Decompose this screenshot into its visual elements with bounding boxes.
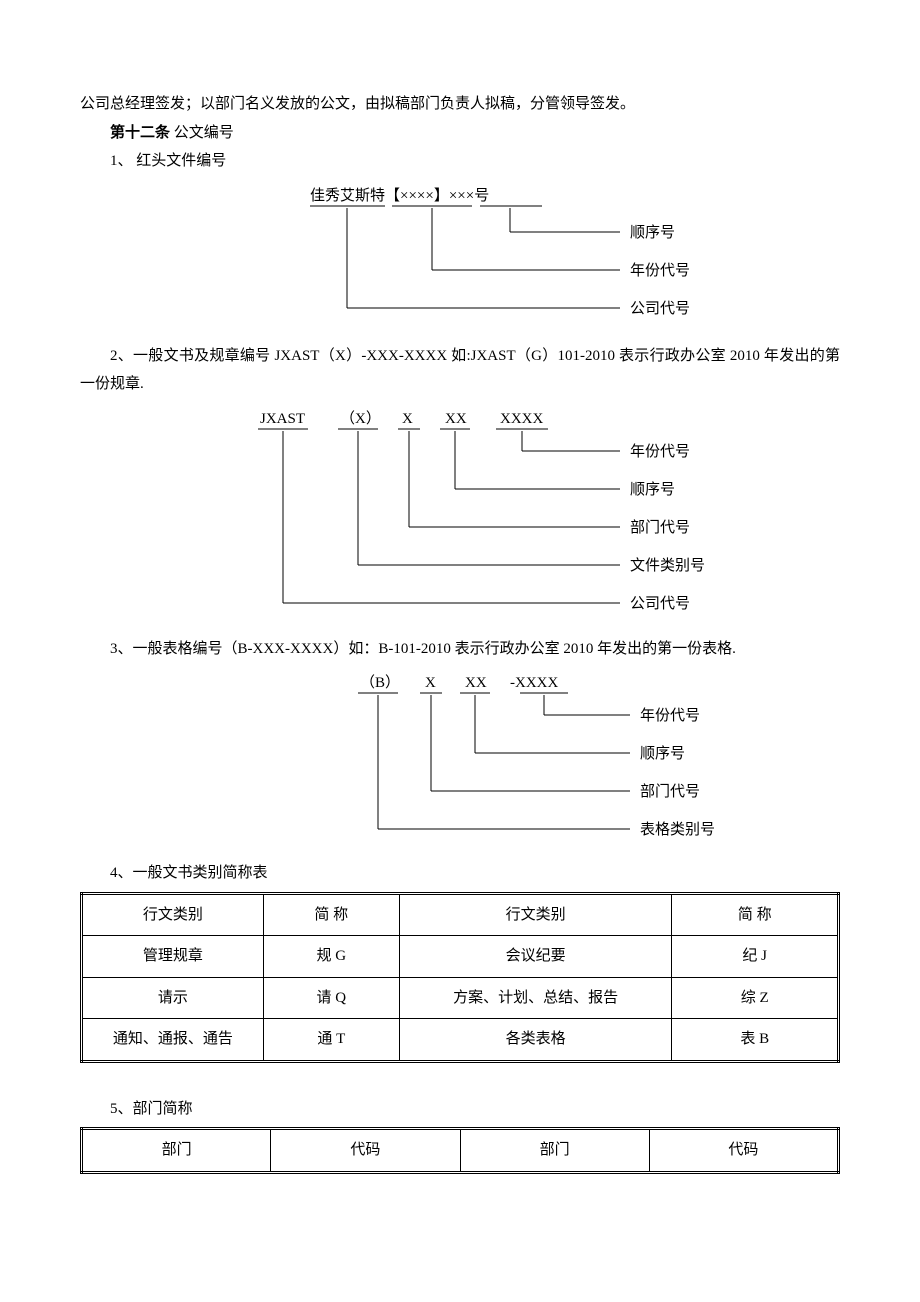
diagram3-part-3: -XXXX: [510, 675, 558, 691]
diagram-1: 佳秀艾斯特【××××】×××号 顺序号 年份代号 公司代号: [80, 182, 840, 332]
table-cell: 规 G: [263, 936, 399, 978]
item-1: 1、 红头文件编号: [80, 147, 840, 176]
table-department: 部门 代码 部门 代码: [80, 1127, 840, 1174]
table-cell: 表 B: [672, 1019, 839, 1062]
table-row: 请示 请 Q 方案、计划、总结、报告 综 Z: [82, 977, 839, 1019]
table-cell: 纪 J: [672, 936, 839, 978]
diagram3-label-3: 表格类别号: [640, 821, 715, 838]
table-row: 管理规章 规 G 会议纪要 纪 J: [82, 936, 839, 978]
item-5: 5、部门简称: [80, 1095, 840, 1124]
table-header: 简 称: [672, 893, 839, 936]
table-cell: 通知、通报、通告: [82, 1019, 264, 1062]
diagram2-label-3: 文件类别号: [630, 557, 705, 574]
diagram2-label-0: 年份代号: [630, 443, 690, 460]
article-12-label: 第十二条: [110, 125, 170, 141]
table-cell: 请示: [82, 977, 264, 1019]
table-header: 代码: [649, 1129, 838, 1173]
diagram3-label-0: 年份代号: [640, 707, 700, 724]
diagram1-header: 佳秀艾斯特【××××】×××号: [310, 187, 489, 204]
diagram2-label-1: 顺序号: [630, 481, 675, 498]
table-header: 行文类别: [82, 893, 264, 936]
table-header: 部门: [82, 1129, 271, 1173]
diagram2-part-0: JXAST: [260, 411, 305, 427]
diagram2-part-4: XXXX: [500, 411, 543, 427]
diagram3-part-2: XX: [465, 675, 487, 691]
diagram2-part-3: XX: [445, 411, 467, 427]
diagram3-part-1: X: [425, 675, 436, 691]
table-header: 行文类别: [399, 893, 672, 936]
table-header: 代码: [271, 1129, 460, 1173]
table-cell: 各类表格: [399, 1019, 672, 1062]
table-header: 部门: [460, 1129, 649, 1173]
diagram1-label-0: 顺序号: [630, 224, 675, 241]
table-row: 部门 代码 部门 代码: [82, 1129, 839, 1173]
diagram1-label-1: 年份代号: [630, 262, 690, 279]
item-3: 3、一般表格编号（B-XXX-XXXX）如：B-101-2010 表示行政办公室…: [80, 635, 840, 664]
table-row: 通知、通报、通告 通 T 各类表格 表 B: [82, 1019, 839, 1062]
item-4: 4、一般文书类别简称表: [80, 859, 840, 888]
diagram3-part-0: （B）: [360, 674, 400, 691]
diagram2-label-4: 公司代号: [630, 595, 690, 612]
table-cell: 请 Q: [263, 977, 399, 1019]
table-cell: 通 T: [263, 1019, 399, 1062]
table-cell: 综 Z: [672, 977, 839, 1019]
diagram2-part-1: （X）: [340, 410, 381, 427]
paragraph-top: 公司总经理签发；以部门名义发放的公文，由拟稿部门负责人拟稿，分管领导签发。: [80, 90, 840, 119]
diagram2-part-2: X: [402, 411, 413, 427]
item-2: 2、一般文书及规章编号 JXAST（X）-XXX-XXXX 如:JXAST（G）…: [80, 342, 840, 399]
table-cell: 会议纪要: [399, 936, 672, 978]
diagram1-label-2: 公司代号: [630, 300, 690, 317]
table-cell: 管理规章: [82, 936, 264, 978]
table-doc-category: 行文类别 简 称 行文类别 简 称 管理规章 规 G 会议纪要 纪 J 请示 请…: [80, 892, 840, 1063]
article-12-title: 公文编号: [174, 125, 234, 141]
diagram-3: （B） X XX -XXXX 年份代号 顺序号 部门代号 表格类别号: [80, 669, 840, 849]
table-cell: 方案、计划、总结、报告: [399, 977, 672, 1019]
table-row: 行文类别 简 称 行文类别 简 称: [82, 893, 839, 936]
diagram-2: JXAST （X） X XX XXXX 年份代号 顺序号 部门代号 文件类别号 …: [80, 405, 840, 625]
table-header: 简 称: [263, 893, 399, 936]
diagram2-label-2: 部门代号: [630, 519, 690, 536]
diagram3-label-1: 顺序号: [640, 745, 685, 762]
diagram3-label-2: 部门代号: [640, 783, 700, 800]
article-12-heading: 第十二条 公文编号: [80, 119, 840, 148]
